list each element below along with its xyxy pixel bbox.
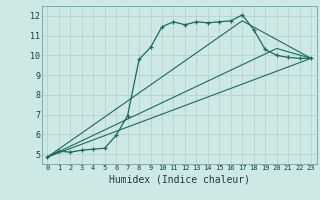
X-axis label: Humidex (Indice chaleur): Humidex (Indice chaleur) (109, 174, 250, 184)
